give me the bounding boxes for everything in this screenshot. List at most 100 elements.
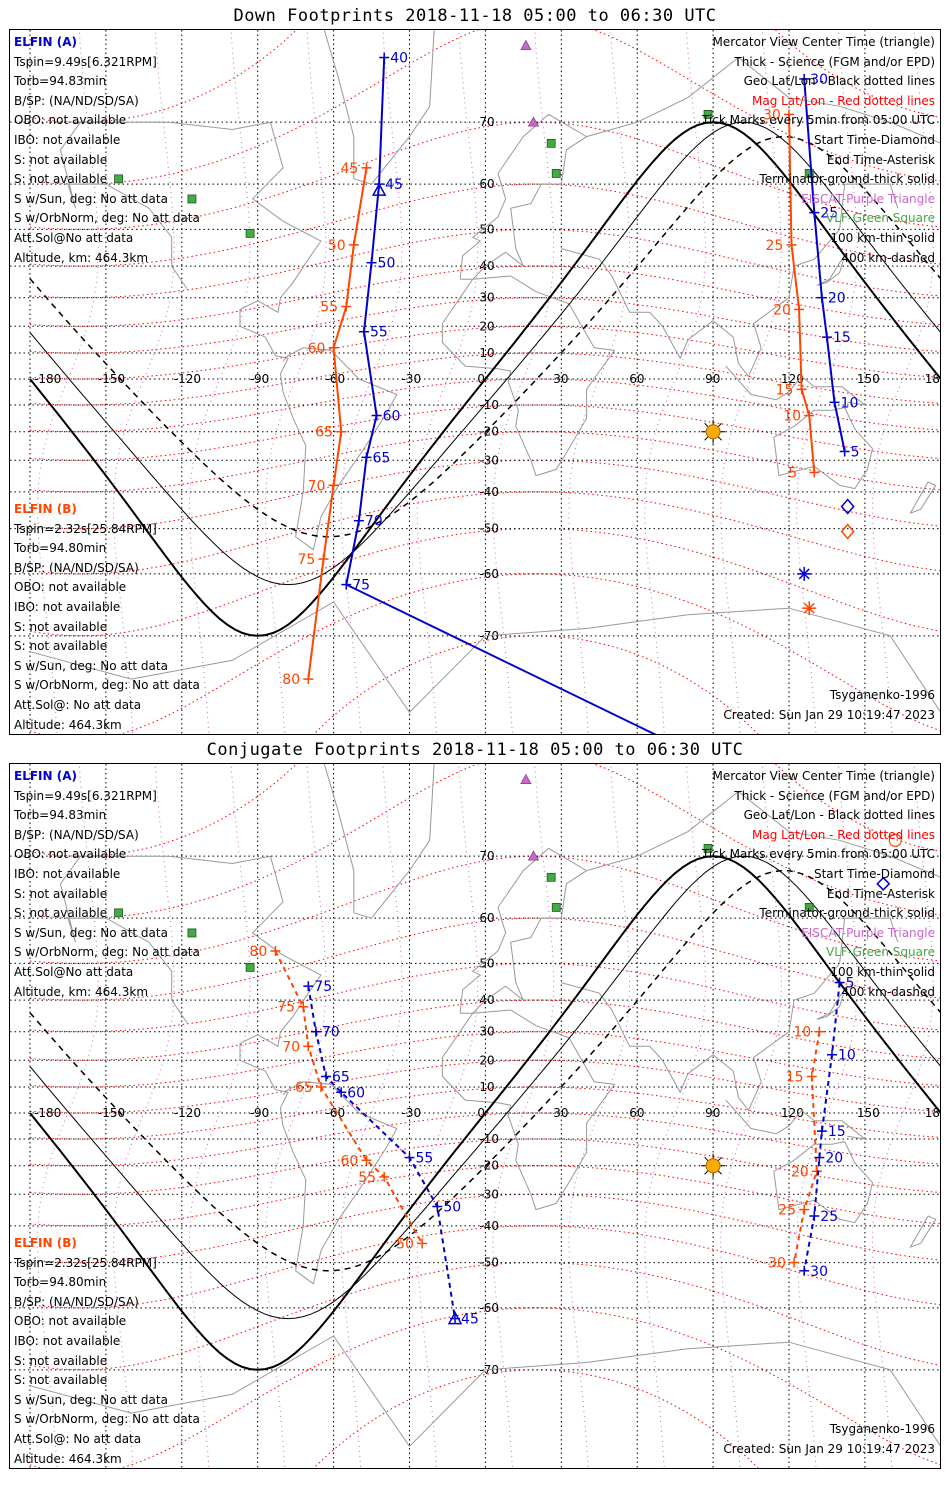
longitude-tick-label: -30 <box>402 372 422 386</box>
elfin-a-tick-label: 60 <box>383 409 401 425</box>
elfin-a-east-tick-label: 10 <box>838 1048 856 1064</box>
elfin-a-east-tick-label: 25 <box>820 206 838 222</box>
elfin-b-tick-label: 55 <box>320 300 338 316</box>
latitude-tick-label: -10 <box>479 398 499 412</box>
elfin-a-east-track <box>803 982 841 1271</box>
legend-entry: 100 km-thin solid <box>830 230 935 245</box>
vlf-station-marker <box>804 169 814 178</box>
latitude-tick-label: 30 <box>479 291 494 305</box>
legend-entry: Mag Lat/Lon - Red dotted lines <box>751 827 935 842</box>
elfin-b-tick-label: 80 <box>282 672 300 688</box>
elfin-b-tick-label: 75 <box>297 552 315 568</box>
elfin-b-start-diamond <box>840 523 855 540</box>
latitude-tick-label: -30 <box>479 1187 499 1201</box>
mag-meridian-line <box>568 30 631 734</box>
coastline <box>725 1099 867 1140</box>
legend-entry: 400 km-dashed <box>841 984 935 999</box>
elfin-a-tick-label: 70 <box>365 514 383 530</box>
elfin-b-info-line: Altitude: 464.3km <box>14 717 122 732</box>
longitude-tick-label: 90 <box>705 372 720 386</box>
map-legend: Mercator View Center Time (triangle) Thic… <box>702 33 935 268</box>
elfin-b-info-line: IBO: not available <box>14 599 121 614</box>
elfin-b-east-tick-label: 20 <box>791 1164 809 1180</box>
coastline <box>323 764 435 919</box>
mag-latitude-line <box>29 999 940 1061</box>
mag-meridian-line <box>796 764 858 1468</box>
elfin-a-header: ELFIN (A) <box>14 769 77 783</box>
longitude-tick-label: -150 <box>98 1106 125 1120</box>
vlf-station-marker <box>546 872 556 882</box>
coastline <box>561 183 899 378</box>
longitude-tick-label: 180 <box>925 1106 941 1120</box>
longitude-tick-label: -60 <box>326 372 346 386</box>
elfin-a-tick-label: 40 <box>390 51 408 67</box>
mag-meridian-line <box>37 30 99 734</box>
elfin-b-tick-label: 60 <box>308 341 326 357</box>
mag-meridian-line <box>720 30 782 734</box>
elfin-a-info-line: S w/Sun, deg: No att data <box>14 925 168 940</box>
elfin-b-info: ELFIN (B) Tspin=2.32s[25.84RPM] Torb=94.80… <box>14 1234 200 1468</box>
mag-meridian-line <box>340 30 403 734</box>
sun-ray <box>717 1170 722 1175</box>
coastline <box>441 1009 616 1211</box>
elfin-a-info-line: B/SP: (NA/ND/SD/SA) <box>14 827 139 842</box>
elfin-a-header: ELFIN (A) <box>14 35 77 49</box>
legend-entry: Tick Marks every 5min from 05:00 UTC <box>701 113 935 128</box>
elfin-b-info-line: Torb=94.80min <box>14 1275 107 1290</box>
elfin-b-tick-label: 65 <box>315 425 333 441</box>
terminator-ground <box>29 121 940 637</box>
longitude-tick-label: -150 <box>98 372 125 386</box>
mag-latitude-line <box>29 297 940 354</box>
mag-latitude-line <box>29 573 940 734</box>
sun-ray <box>704 436 709 441</box>
elfin-a-info-line: S w/OrbNorm, deg: No att data <box>14 211 200 226</box>
mag-meridian-line <box>264 764 327 1468</box>
elfin-a-tick-label: 75 <box>352 578 370 594</box>
elfin-b-tick-label: 55 <box>358 1170 376 1186</box>
mag-meridian-line <box>871 764 934 1468</box>
map-canvas: -180 -150 -120 -90 -60 -30 0 30 60 90 120 150 180 70 6… <box>10 30 940 734</box>
sun-ray <box>717 422 722 428</box>
elfin-a-start-diamond <box>840 498 855 515</box>
elfin-b-info-line: Att.Sol@: No att data <box>14 697 142 712</box>
elfin-b-info-line: S w/OrbNorm, deg: No att data <box>14 678 200 693</box>
longitude-tick-label: 0 <box>477 1106 485 1120</box>
elfin-b-tick-label: 75 <box>277 1000 295 1016</box>
coastline <box>909 1215 937 1249</box>
elfin-a-east-tick-label: 30 <box>810 72 828 88</box>
elfin-a-east-tick-label: 5 <box>851 444 860 460</box>
elfin-a-east-track <box>803 78 846 452</box>
legend-entry: 400 km-dashed <box>841 250 935 265</box>
latitude-tick-label: -50 <box>479 1256 499 1270</box>
sun-icon <box>705 424 721 440</box>
coastline <box>459 113 588 280</box>
coastline <box>586 790 940 878</box>
longitude-tick-label: 120 <box>781 372 804 386</box>
elfin-a-info-line: S: not available <box>14 152 108 167</box>
vlf-station-marker <box>551 169 561 178</box>
vlf-station-marker <box>187 194 197 204</box>
vlf-station-marker <box>703 110 713 119</box>
longitude-tick-label: -90 <box>250 372 270 386</box>
mag-latitude-line <box>29 1031 940 1088</box>
latitude-tick-label: 50 <box>479 956 494 970</box>
elfin-a-east-tick-label: 30 <box>810 1264 828 1280</box>
elfin-b-info-line: OBO: not available <box>14 1314 127 1329</box>
elfin-b-info-line: IBO: not available <box>14 1333 121 1348</box>
eiscat-site-marker <box>527 850 540 861</box>
mag-latitude-line <box>29 1307 940 1468</box>
coastline <box>773 1141 874 1224</box>
elfin-b-east-tick-label: 25 <box>778 1203 796 1219</box>
mag-meridian-line <box>340 764 403 1468</box>
elfin-a-info-line: Att.Sol@No att data <box>14 230 134 245</box>
mag-latitude-line <box>29 917 940 1001</box>
elfin-a-info-line: Altitude, km: 464.3km <box>14 250 149 265</box>
legend-entry: Mercator View Center Time (triangle) <box>712 769 935 783</box>
elfin-b-east-tick-label: 15 <box>786 1069 804 1085</box>
elfin-a-info-line: OBO: not available <box>14 113 127 128</box>
mag-meridian-line <box>416 30 479 734</box>
eiscat-site-marker <box>527 116 540 127</box>
elfin-b-info-line: S w/Sun, deg: No att data <box>14 658 168 673</box>
elfin-a-info-line: S w/Sun, deg: No att data <box>14 191 168 206</box>
legend-entry: Terminator-ground-thick solid <box>759 172 935 187</box>
